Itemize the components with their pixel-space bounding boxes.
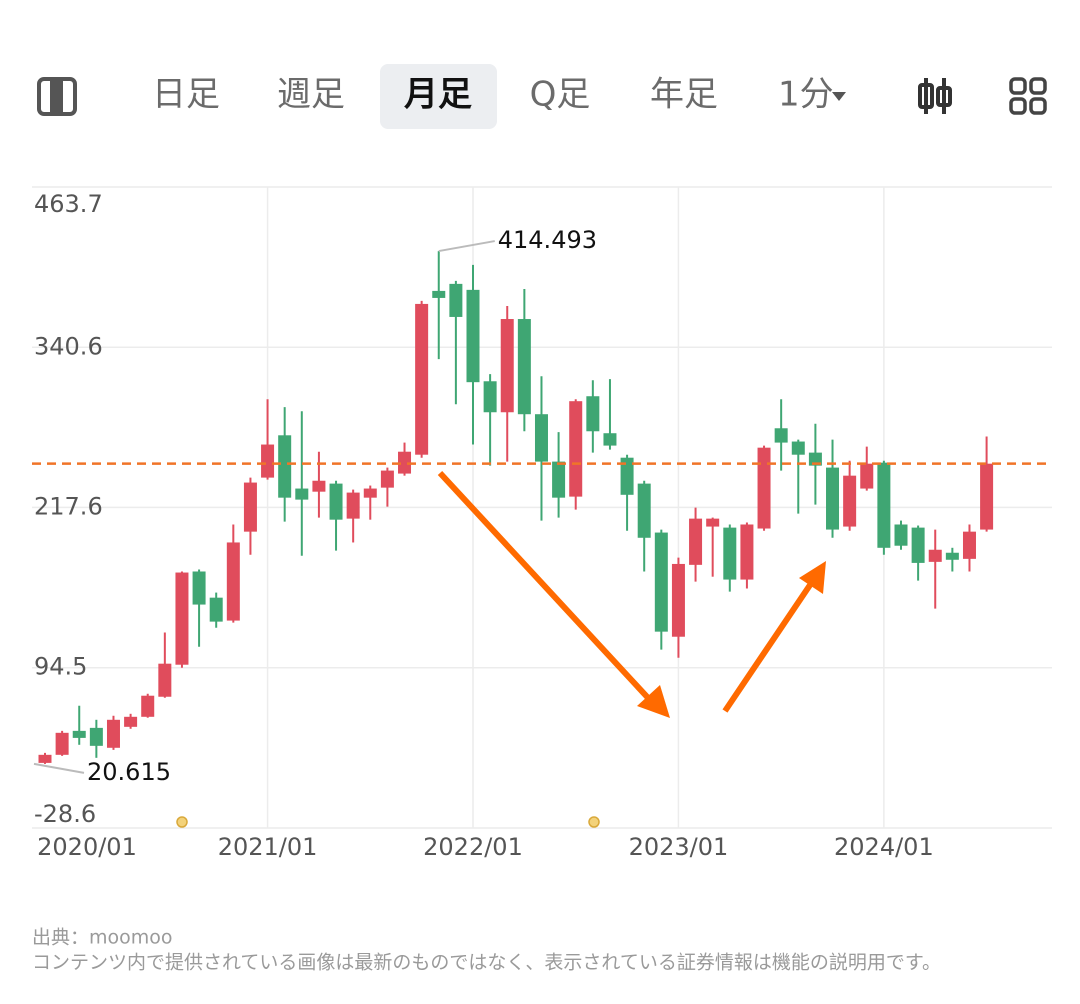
candle-body [552, 461, 566, 498]
candle-body [38, 754, 52, 763]
candle-body [637, 483, 651, 538]
y-tick-label: 94.5 [34, 653, 87, 681]
candle-body [432, 290, 446, 298]
dropdown-arrow [832, 92, 846, 101]
x-tick-label: 2020/01 [37, 833, 137, 861]
candle-body [141, 695, 155, 717]
candle-body [980, 463, 994, 530]
candle-body [928, 549, 942, 562]
candle-body [72, 730, 86, 738]
candle-body [791, 441, 805, 455]
y-tick-label: 463.7 [34, 190, 103, 218]
candle-body [226, 542, 240, 621]
candle-body [740, 524, 754, 580]
candle-body [774, 428, 788, 443]
x-tick-label: 2024/01 [834, 833, 934, 861]
candle-body [671, 563, 685, 637]
tab[interactable]: 月足 [404, 75, 472, 115]
candle-body [569, 401, 583, 497]
candle-body [209, 597, 223, 622]
candle-body [911, 527, 925, 563]
candle-body [483, 381, 497, 413]
trend-arrows [437, 470, 826, 718]
y-tick-label: 217.6 [34, 492, 103, 520]
candle-body [278, 435, 292, 498]
disclaimer: コンテンツ内で提供されている画像は最新のものではなく、表示されている証券情報は機… [32, 952, 941, 974]
candlestick-chart: -28.6 94.5 217.6 340.6 463.7 2020/01 2021/01 20… [32, 186, 1052, 861]
candle-body [757, 447, 771, 529]
event-markers [176, 816, 600, 828]
candle-body [106, 719, 120, 748]
y-tick-label: -28.6 [34, 800, 96, 828]
layout-toggle-icon[interactable] [37, 77, 77, 116]
candle-body [295, 488, 309, 500]
grid-menu-icon[interactable] [1009, 77, 1047, 115]
candle-body [945, 552, 959, 560]
candle-body [175, 572, 189, 665]
candle-body [894, 524, 908, 546]
candle-style-icon[interactable] [918, 78, 952, 114]
candle-body [329, 483, 343, 520]
candle-body [363, 488, 377, 498]
candle-body [398, 451, 412, 474]
interval-selector[interactable]: 1分 [778, 75, 834, 115]
candle-body [620, 457, 634, 495]
candle-body [962, 531, 976, 559]
candle-body [843, 475, 857, 527]
candle-body [466, 289, 480, 383]
candle-body [534, 414, 548, 462]
candle-body [826, 467, 840, 530]
candle-body [654, 532, 668, 632]
candle-body [415, 303, 429, 455]
candle-body [723, 527, 737, 580]
candle-body [860, 463, 874, 489]
x-tick-label: 2022/01 [423, 833, 523, 861]
x-tick-label: 2021/01 [218, 833, 318, 861]
event-dot[interactable] [176, 816, 188, 828]
event-dot[interactable] [588, 816, 600, 828]
candle-body [877, 462, 891, 548]
candle-body [689, 518, 703, 565]
candle-body [55, 732, 69, 755]
source: 出典：moomoo [32, 927, 173, 949]
candle-body [124, 716, 138, 727]
candle-body [261, 444, 275, 478]
selected-tab-bg [380, 64, 497, 129]
candle-body [500, 319, 514, 413]
candle-body [380, 470, 394, 488]
candle-body [158, 663, 172, 697]
min-label: 20.615 [87, 758, 171, 786]
tab[interactable]: 年足 [650, 75, 718, 115]
candle-body [517, 319, 531, 415]
x-tick-label: 2023/01 [629, 833, 729, 861]
candle-body [449, 283, 463, 317]
candle-body [808, 452, 822, 466]
candle-body [243, 482, 257, 532]
min-leader [33, 762, 85, 774]
tab[interactable]: Q足 [530, 75, 591, 115]
candle-body [89, 727, 103, 746]
candle-body [603, 433, 617, 446]
max-leader [438, 240, 495, 253]
candle-body [706, 518, 720, 527]
tab[interactable]: 日足 [152, 75, 220, 115]
y-tick-label: 340.6 [34, 332, 103, 360]
candle-body [312, 480, 326, 492]
candle-body [586, 396, 600, 432]
max-label: 414.493 [498, 226, 597, 254]
candle-body [192, 571, 206, 605]
toolbar: 日足 週足 月足 Q足 年足 1分 [37, 64, 1047, 129]
candle-body [346, 492, 360, 519]
tab[interactable]: 週足 [277, 75, 345, 115]
